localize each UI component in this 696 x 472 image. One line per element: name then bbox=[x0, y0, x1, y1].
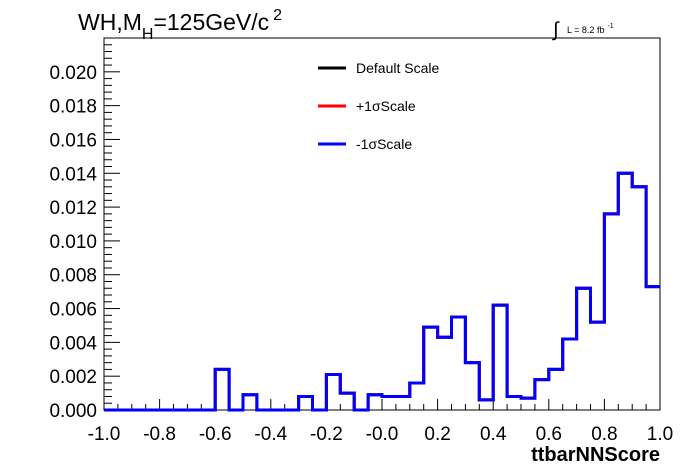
y-axis-ticks bbox=[104, 37, 120, 411]
x-axis-tick-labels: -1.0 -0.8 -0.6 -0.4 -0.2 -0.0 0.2 0.4 0.6 0.8 1.0 bbox=[88, 424, 674, 445]
y-tick-label: 0.018 bbox=[49, 97, 97, 118]
x-tick-label: -0.6 bbox=[199, 424, 232, 445]
lumi-integral-sign: ∫ bbox=[552, 19, 560, 41]
title-rest: =125GeV/c bbox=[153, 9, 269, 35]
x-tick-label: -0.0 bbox=[366, 424, 399, 445]
x-tick-label: 0.2 bbox=[424, 424, 450, 445]
y-tick-label: 0.010 bbox=[49, 232, 97, 253]
legend-label-2: -1σScale bbox=[356, 136, 412, 152]
x-tick-label: -0.2 bbox=[310, 424, 343, 445]
y-tick-label: 0.002 bbox=[49, 367, 97, 388]
x-axis-label: ttbarNNScore bbox=[531, 444, 660, 466]
x-tick-label: -1.0 bbox=[88, 424, 121, 445]
x-tick-label: 0.4 bbox=[480, 424, 507, 445]
chart-title: WH,MH=125GeV/c 2 bbox=[78, 7, 282, 43]
y-tick-label: 0.000 bbox=[49, 401, 97, 422]
legend: Default Scale +1σScale -1σScale bbox=[318, 60, 439, 152]
title-superscript: 2 bbox=[273, 7, 282, 24]
lumi-superscript: -1 bbox=[607, 23, 613, 30]
series-line-2 bbox=[104, 171, 660, 412]
y-tick-label: 0.016 bbox=[49, 130, 97, 151]
series-group bbox=[104, 171, 660, 412]
title-subscript: H bbox=[142, 26, 154, 43]
x-tick-label: 0.6 bbox=[536, 424, 562, 445]
lumi-text: L = 8.2 fb bbox=[567, 25, 604, 35]
y-tick-label: 0.014 bbox=[49, 164, 97, 185]
lumi-label: L = 8.2 fb -1 bbox=[567, 23, 614, 35]
x-tick-label: 0.8 bbox=[591, 424, 617, 445]
x-tick-label: -0.8 bbox=[143, 424, 176, 445]
title-main: WH,M bbox=[78, 9, 142, 35]
y-tick-label: 0.020 bbox=[49, 63, 97, 84]
x-tick-label: -0.4 bbox=[254, 424, 287, 445]
legend-label-0: Default Scale bbox=[356, 60, 439, 76]
x-tick-label: 1.0 bbox=[647, 424, 673, 445]
y-tick-label: 0.008 bbox=[49, 266, 97, 287]
y-axis-tick-labels: 0.000 0.002 0.004 0.006 0.008 0.010 0.012 0.014… bbox=[49, 63, 97, 422]
y-tick-label: 0.012 bbox=[49, 198, 97, 219]
legend-label-1: +1σScale bbox=[356, 98, 416, 114]
y-tick-label: 0.004 bbox=[49, 333, 97, 354]
y-tick-label: 0.006 bbox=[49, 300, 97, 321]
